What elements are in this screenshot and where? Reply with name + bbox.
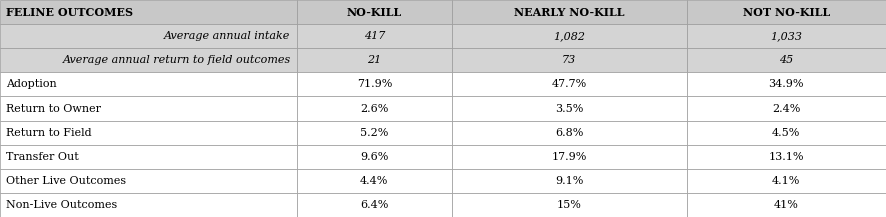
Text: 4.5%: 4.5%: [772, 128, 801, 138]
Bar: [0, 121, 297, 145]
Text: Return to Field: Return to Field: [6, 128, 92, 138]
Text: 73: 73: [562, 55, 577, 65]
Text: 5.2%: 5.2%: [360, 128, 389, 138]
Bar: [297, 96, 452, 121]
Text: Return to Owner: Return to Owner: [6, 104, 101, 113]
Bar: [452, 0, 687, 24]
Text: NO-KILL: NO-KILL: [346, 7, 402, 18]
Text: 4.1%: 4.1%: [772, 176, 801, 186]
Text: 13.1%: 13.1%: [768, 152, 804, 162]
Text: 34.9%: 34.9%: [768, 79, 804, 89]
Bar: [0, 24, 297, 48]
Bar: [297, 24, 452, 48]
Bar: [0, 0, 297, 24]
Bar: [297, 0, 452, 24]
Text: Average annual intake: Average annual intake: [164, 31, 291, 41]
Bar: [297, 145, 452, 169]
Text: 6.4%: 6.4%: [360, 200, 389, 210]
Bar: [297, 72, 452, 96]
Bar: [687, 48, 886, 72]
Text: NEARLY NO-KILL: NEARLY NO-KILL: [514, 7, 625, 18]
Text: 9.6%: 9.6%: [360, 152, 389, 162]
Bar: [452, 72, 687, 96]
Text: 71.9%: 71.9%: [357, 79, 392, 89]
Bar: [0, 72, 297, 96]
Bar: [0, 145, 297, 169]
Bar: [687, 0, 886, 24]
Text: Non-Live Outcomes: Non-Live Outcomes: [6, 200, 118, 210]
Text: 15%: 15%: [556, 200, 582, 210]
Text: Average annual return to field outcomes: Average annual return to field outcomes: [62, 55, 291, 65]
Text: NOT NO-KILL: NOT NO-KILL: [742, 7, 830, 18]
Text: Other Live Outcomes: Other Live Outcomes: [6, 176, 127, 186]
Text: 47.7%: 47.7%: [552, 79, 587, 89]
Text: 1,033: 1,033: [770, 31, 803, 41]
Bar: [0, 193, 297, 217]
Bar: [687, 145, 886, 169]
Bar: [297, 121, 452, 145]
Bar: [0, 169, 297, 193]
Text: 41%: 41%: [773, 200, 799, 210]
Text: Transfer Out: Transfer Out: [6, 152, 79, 162]
Bar: [297, 193, 452, 217]
Text: 4.4%: 4.4%: [360, 176, 389, 186]
Text: 45: 45: [779, 55, 794, 65]
Text: 6.8%: 6.8%: [555, 128, 584, 138]
Text: 417: 417: [363, 31, 385, 41]
Text: 21: 21: [367, 55, 382, 65]
Text: 3.5%: 3.5%: [555, 104, 584, 113]
Bar: [687, 24, 886, 48]
Bar: [452, 121, 687, 145]
Bar: [687, 169, 886, 193]
Bar: [687, 96, 886, 121]
Text: 2.4%: 2.4%: [772, 104, 801, 113]
Text: 1,082: 1,082: [553, 31, 586, 41]
Bar: [0, 96, 297, 121]
Bar: [687, 121, 886, 145]
Bar: [452, 48, 687, 72]
Text: 17.9%: 17.9%: [552, 152, 587, 162]
Text: FELINE OUTCOMES: FELINE OUTCOMES: [6, 7, 133, 18]
Bar: [452, 193, 687, 217]
Bar: [0, 48, 297, 72]
Text: Adoption: Adoption: [6, 79, 57, 89]
Bar: [297, 48, 452, 72]
Bar: [452, 96, 687, 121]
Bar: [452, 24, 687, 48]
Bar: [687, 193, 886, 217]
Bar: [687, 72, 886, 96]
Bar: [452, 169, 687, 193]
Bar: [452, 145, 687, 169]
Text: 2.6%: 2.6%: [360, 104, 389, 113]
Bar: [297, 169, 452, 193]
Text: 9.1%: 9.1%: [555, 176, 584, 186]
